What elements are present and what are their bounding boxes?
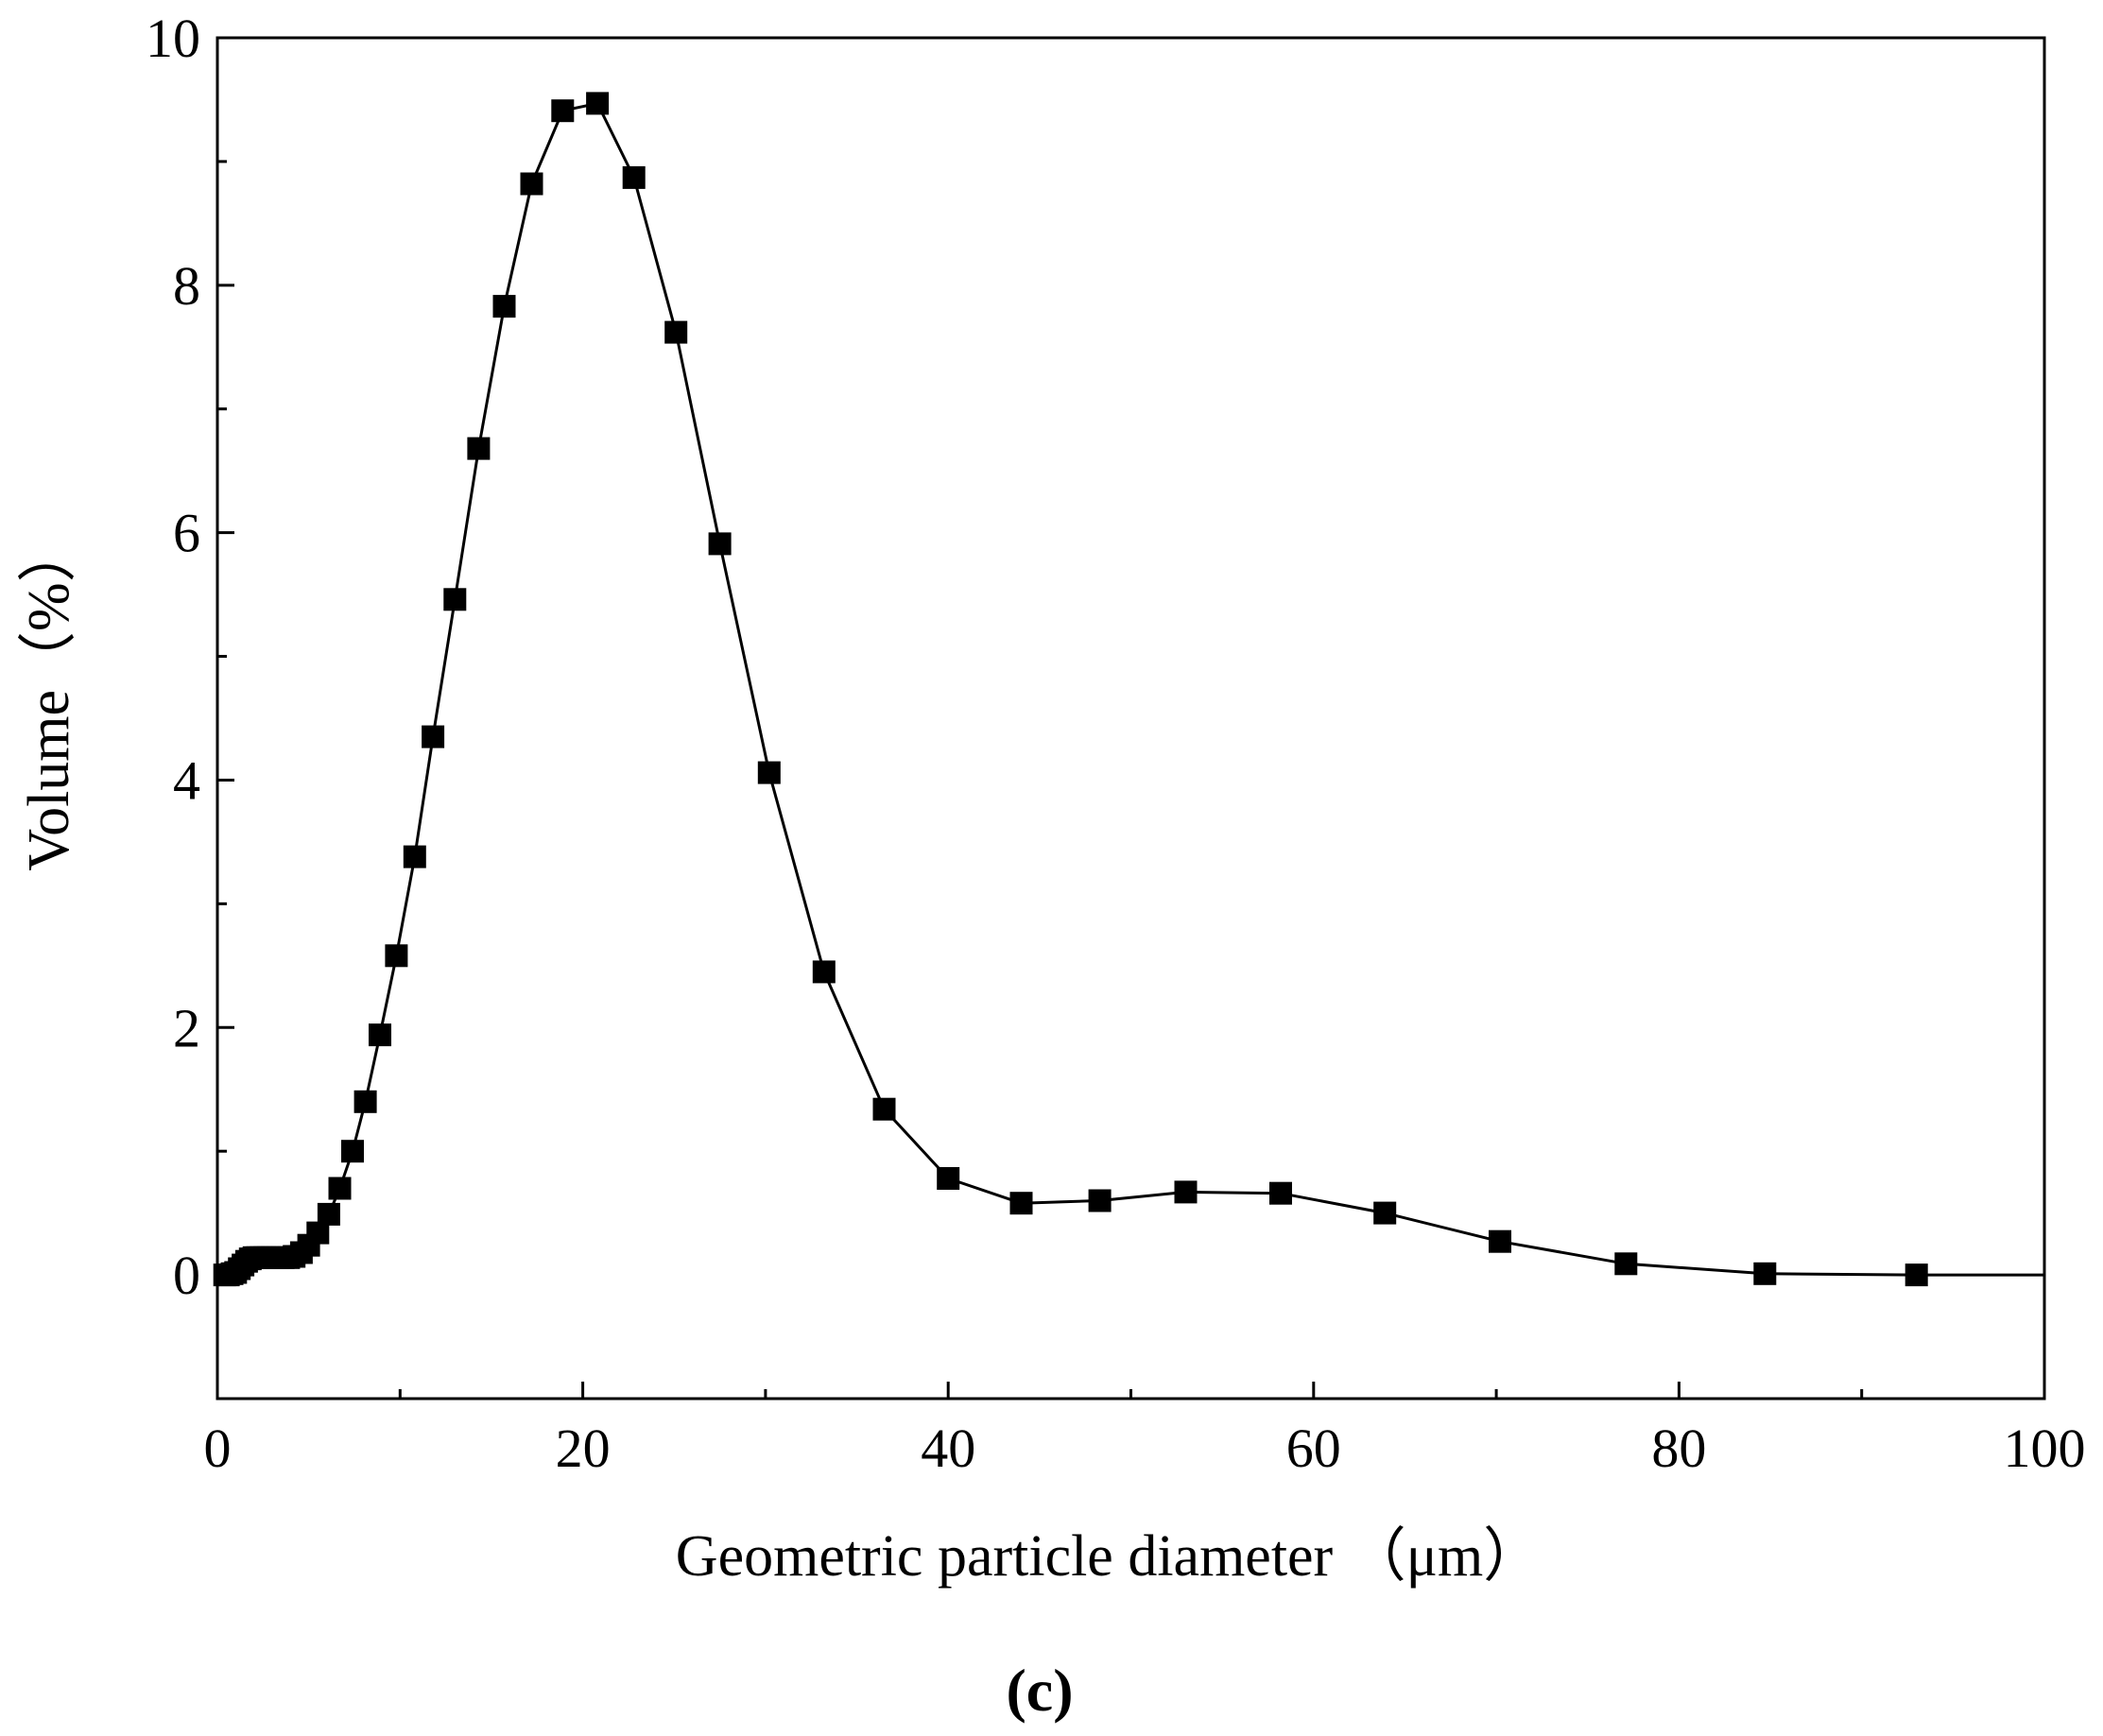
data-point — [328, 1177, 352, 1200]
x-tick-label: 0 — [204, 1418, 232, 1479]
data-point — [622, 165, 646, 189]
tick-labels: 0 20 40 60 80 100 0 2 4 6 8 10 — [146, 8, 2086, 1479]
data-point — [586, 92, 610, 115]
x-tick-label: 80 — [1651, 1418, 1706, 1479]
data-point — [937, 1167, 960, 1190]
data-point — [317, 1202, 340, 1226]
data-point — [422, 725, 445, 748]
data-point — [520, 172, 543, 196]
data-point — [1269, 1181, 1292, 1205]
x-tick-label: 60 — [1286, 1418, 1341, 1479]
data-point — [1373, 1201, 1397, 1225]
data-point — [664, 320, 688, 344]
x-tick-label: 20 — [556, 1418, 611, 1479]
y-tick-label: 0 — [173, 1245, 200, 1306]
data-point — [353, 1090, 377, 1113]
data-point — [369, 1023, 391, 1047]
data-series — [213, 92, 2044, 1287]
data-point — [385, 944, 408, 968]
data-point — [551, 99, 575, 123]
data-point — [708, 532, 732, 556]
data-point — [1174, 1180, 1198, 1204]
plot-frame — [215, 36, 2046, 1401]
data-point — [1753, 1262, 1777, 1285]
x-axis-label: Geometric particle diameter （μm） — [676, 1524, 1542, 1589]
data-point — [872, 1097, 896, 1121]
data-point — [443, 588, 467, 611]
y-tick-label: 4 — [173, 749, 200, 811]
data-point — [1088, 1189, 1112, 1212]
data-point — [1905, 1263, 1928, 1287]
x-tick-label: 100 — [2004, 1418, 2086, 1479]
data-point — [812, 960, 836, 984]
data-point — [467, 437, 491, 460]
data-point — [341, 1140, 364, 1163]
x-tick-label: 40 — [921, 1418, 975, 1479]
data-point — [1614, 1252, 1638, 1276]
data-point — [492, 295, 516, 318]
y-tick-label: 6 — [173, 503, 200, 564]
data-point — [757, 761, 781, 784]
data-point — [1009, 1192, 1033, 1215]
y-tick-label: 8 — [173, 255, 200, 317]
y-axis-label: Volume（%） — [17, 524, 81, 870]
data-point — [1489, 1229, 1511, 1253]
y-tick-label: 2 — [173, 997, 200, 1058]
data-point — [403, 845, 426, 868]
y-tick-label: 10 — [146, 8, 200, 69]
panel-label: (c) — [1006, 1657, 1073, 1724]
